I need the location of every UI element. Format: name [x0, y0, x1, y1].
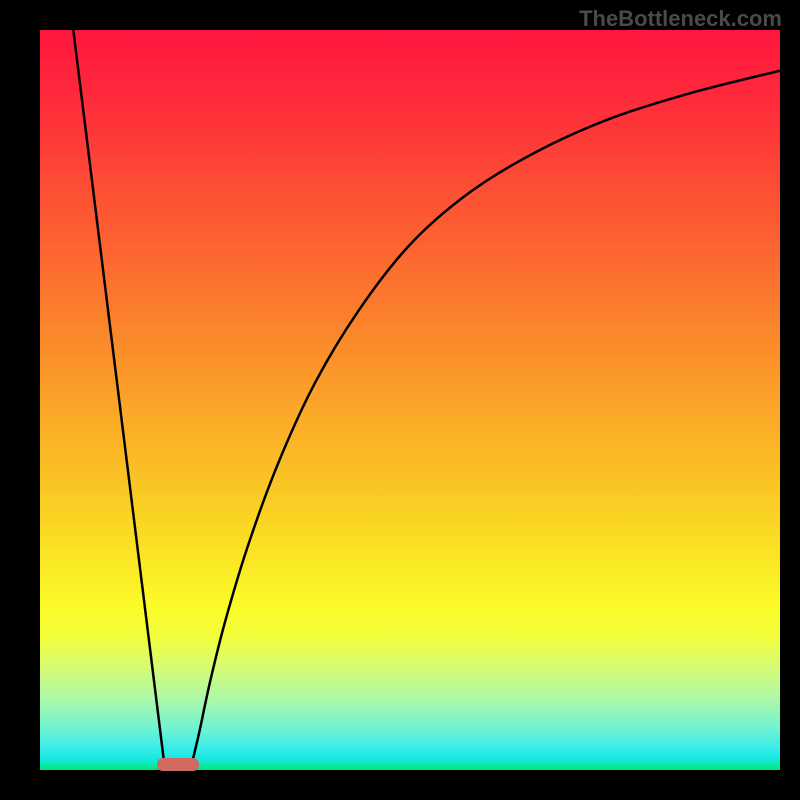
chart-container: { "watermark": { "text": "TheBottleneck.…	[0, 0, 800, 800]
bottleneck-marker	[157, 758, 199, 771]
left-descending-line	[73, 30, 164, 764]
plot-area	[40, 30, 780, 770]
curves-overlay	[40, 30, 780, 770]
right-rising-curve	[192, 71, 780, 764]
watermark-text: TheBottleneck.com	[579, 6, 782, 32]
